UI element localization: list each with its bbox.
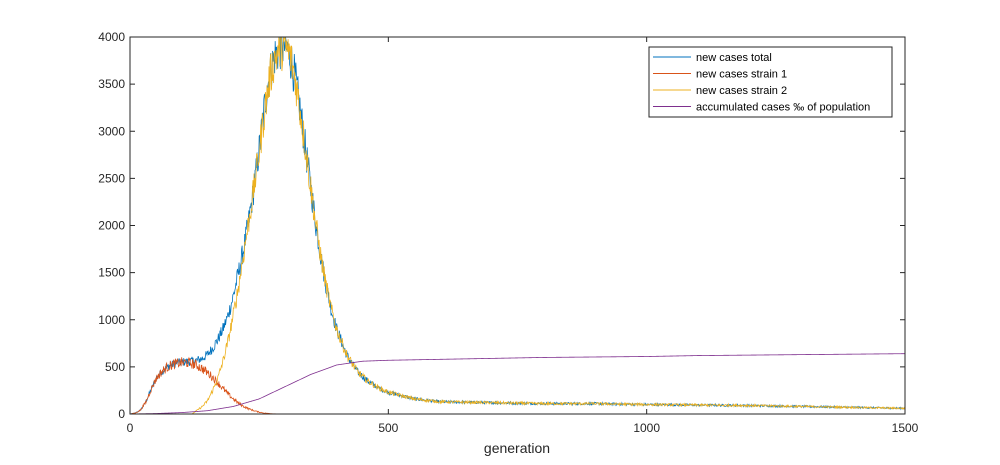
y-tick-label: 500 [105, 360, 125, 374]
x-tick-label: 1000 [633, 421, 660, 435]
y-tick-label: 3500 [98, 77, 125, 91]
y-tick-label: 1000 [98, 313, 125, 327]
legend-entry: new cases strain 1 [696, 69, 787, 81]
x-tick-label: 0 [127, 421, 134, 435]
y-tick-label: 4000 [98, 30, 125, 44]
x-axis-label: generation [484, 440, 550, 456]
series-line-3 [130, 36, 906, 415]
legend-box [648, 46, 893, 118]
x-tick-label: 500 [378, 421, 398, 435]
legend-entry: accumulated cases ‰ of population [696, 102, 870, 114]
y-tick-label: 1500 [98, 266, 125, 280]
x-tick-label: 1500 [892, 421, 919, 435]
series-line-4 [129, 353, 905, 415]
y-tick-label: 2000 [98, 219, 125, 233]
y-tick-label: 2500 [98, 171, 125, 185]
legend: new cases total new cases strain 1 new cas… [648, 46, 893, 118]
y-tick-label: 0 [118, 407, 125, 421]
legend-entry: new cases total [696, 52, 772, 64]
axis-layer: 0 500 1000 1500 0 500 1000 1500 2000 2500 3000 3500… [98, 30, 918, 435]
y-tick-label: 3000 [98, 124, 125, 138]
legend-entry: new cases strain 2 [696, 85, 787, 97]
